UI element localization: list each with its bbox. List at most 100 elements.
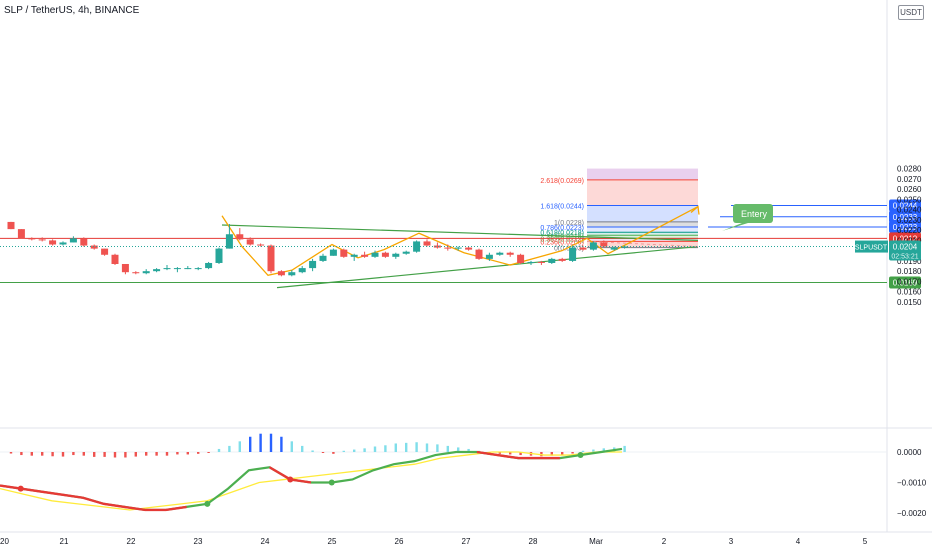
candle-body [423,241,431,246]
osc-histogram-bar [113,452,117,458]
osc-histogram-bar [467,448,470,452]
osc-histogram-bar [82,452,85,456]
fib-zone [587,235,698,239]
time-axis-tick: 3 [729,537,734,546]
candle-body [381,252,389,257]
candle-body [205,262,213,269]
time-axis-tick: 27 [462,537,471,546]
osc-histogram-bar [134,452,137,457]
fib-zone [587,168,698,180]
osc-histogram-bar [207,452,210,453]
fib-zone [587,227,698,233]
candle-body [319,255,327,261]
triangle-upper-line [221,224,699,241]
price-tag-label: 0.0223 [893,223,918,232]
candle-body [517,254,525,263]
osc-histogram-bar [9,452,13,454]
osc-histogram-bar [280,436,283,452]
currency-button[interactable]: USDT [898,5,924,20]
osc-histogram-bar [592,449,595,452]
fib-level-label: 0.236(0.0209) [540,239,584,246]
candle-body [340,249,348,257]
candle-body [527,261,535,263]
osc-histogram-bar [41,452,44,456]
candle-body [142,271,150,274]
osc-histogram-bar [363,448,366,452]
osc-histogram-bar [228,445,231,452]
candle-body [600,242,608,247]
candle-body [548,258,556,263]
candle-body [246,239,254,245]
candle-body [309,260,317,269]
osc-cross-dot [287,476,294,483]
zigzag-wave [221,205,699,276]
osc-histogram-bar [405,442,408,452]
triangle-lower-line [276,245,699,289]
osc-histogram-bar [155,452,158,456]
price-axis-tick: 0.0160 [897,288,922,297]
candle-body [454,247,462,249]
candle-body [59,242,67,245]
candle-body [558,258,566,261]
candle-body [173,268,181,270]
osc-histogram-bar [51,452,54,457]
osc-histogram-bar [103,452,106,457]
fib-zone [587,238,698,242]
fib-level-label: 0.5(0.0215) [548,233,584,240]
osc-cross-dot [204,500,211,507]
osc-histogram-bar [238,441,241,452]
osc-histogram-bar [425,443,429,452]
time-axis-tick: 23 [194,537,203,546]
osc-slow-line [0,451,622,511]
price-axis-tick: 0.0230 [897,216,922,225]
osc-axis-tick: −0.0010 [897,479,927,488]
candle-body [371,252,379,257]
candle-body [298,268,306,273]
candle-body [28,238,36,240]
osc-histogram-bar [217,448,221,452]
time-axis-tick: 22 [127,537,136,546]
price-axis-tick: 0.0170 [897,277,922,286]
candle-body [537,261,545,263]
candle-body [111,254,119,264]
bar-countdown: 02:53:21 [891,254,918,261]
candle-body [277,271,285,276]
price-tag-label: 0.0212 [893,234,918,243]
osc-histogram-bar [145,452,148,456]
candle-body [475,249,483,259]
candle-body [163,268,171,270]
price-tag [889,199,921,212]
candle-body [361,254,369,257]
fib-level-label: 0(0.0203) [554,246,584,253]
fib-zone [587,232,698,236]
time-axis-tick: 2 [662,537,667,546]
candle-body [465,247,473,250]
fib-level-label: 1(0.0228) [554,220,584,227]
fib-level-label: 2.618(0.0269) [540,178,584,185]
candle-body [485,254,493,259]
time-axis-tick: 21 [60,537,69,546]
osc-histogram-bar [394,443,397,452]
candle-body [402,251,410,254]
candle-body [506,252,514,255]
price-axis-tick: 0.0280 [897,165,922,174]
candle-body [496,252,504,255]
time-axis-tick: 20 [0,537,9,546]
osc-bearish-segment [0,484,187,512]
osc-histogram-bar [550,452,553,456]
time-axis-tick: 26 [395,537,404,546]
osc-histogram-bar [249,436,252,452]
candle-body [433,245,441,248]
candle-body [38,239,46,241]
osc-bearish-segment [476,450,560,460]
fib-level-label: 0.618(0.0218) [540,230,584,237]
candle-body [444,247,452,249]
osc-histogram-bar [30,452,33,456]
osc-histogram-bar [384,445,387,452]
osc-histogram-bar [290,441,293,452]
price-axis-tick: 0.0180 [897,267,922,276]
osc-histogram-bar [446,445,449,452]
osc-axis-tick: 0.0000 [897,448,922,457]
price-axis-tick: 0.0260 [897,185,922,194]
